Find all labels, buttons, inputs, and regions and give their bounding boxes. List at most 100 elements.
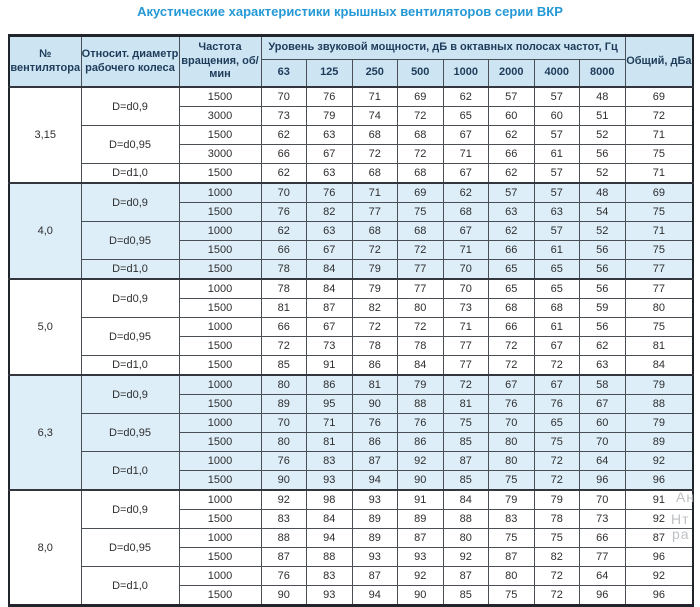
diameter-cell: D=d1,0	[80, 451, 180, 491]
header-diameter: Относит. диаметр рабочего колеса	[80, 35, 180, 88]
level-cell: 68	[397, 221, 444, 241]
level-cell: 57	[533, 182, 580, 203]
level-cell: 57	[533, 125, 580, 145]
table-row: 4,0 D=d0,9 1000 70 76 71 69 62 57 57 48 69	[8, 182, 694, 280]
level-cell: 76	[397, 413, 444, 433]
table-row: D=d0,95 1000 88 94 89 87 80 75 75 66 87	[9, 528, 694, 567]
level-cell: 56	[579, 144, 626, 164]
level-cell: 56	[579, 317, 626, 337]
level-cell: 72	[351, 144, 398, 164]
level-cell: 84	[442, 489, 489, 510]
level-cell: 89	[351, 528, 398, 548]
diameter-cell: D=d0,95	[80, 413, 180, 452]
level-cell: 78	[260, 278, 307, 299]
level-cell: 86	[397, 432, 444, 452]
level-cell: 93	[351, 547, 398, 567]
level-cell: 82	[351, 298, 398, 318]
level-cell: 87	[488, 547, 535, 567]
level-cell: 90	[397, 585, 444, 606]
total-cell: 75	[624, 240, 694, 260]
level-cell: 75	[533, 432, 580, 452]
level-cell: 66	[488, 144, 535, 164]
level-cell: 83	[306, 566, 353, 586]
level-cell: 76	[260, 566, 307, 586]
level-cell: 93	[351, 489, 398, 510]
speed-cell: 1000	[178, 317, 262, 337]
level-cell: 56	[579, 259, 626, 280]
level-cell: 67	[579, 394, 626, 414]
total-cell: 71	[624, 163, 694, 184]
speed-cell: 1000	[178, 278, 262, 299]
level-cell: 62	[442, 86, 489, 107]
level-cell: 86	[351, 432, 398, 452]
level-cell: 77	[351, 202, 398, 222]
header-total: Общий, дБа	[624, 35, 694, 88]
level-cell: 94	[351, 585, 398, 606]
level-cell: 81	[260, 298, 307, 318]
level-cell: 61	[533, 317, 580, 337]
level-cell: 63	[306, 221, 353, 241]
level-cell: 77	[442, 336, 489, 356]
level-cell: 80	[260, 374, 307, 395]
level-cell: 52	[579, 125, 626, 145]
total-cell: 96	[624, 585, 694, 606]
level-cell: 64	[579, 451, 626, 471]
level-cell: 69	[397, 182, 444, 203]
level-cell: 66	[260, 240, 307, 260]
level-cell: 77	[579, 547, 626, 567]
level-cell: 67	[306, 240, 353, 260]
level-cell: 95	[306, 394, 353, 414]
level-cell: 71	[442, 240, 489, 260]
level-cell: 72	[488, 355, 535, 376]
level-cell: 72	[260, 336, 307, 356]
level-cell: 79	[306, 106, 353, 126]
header-frequency-2000: 2000	[488, 59, 535, 88]
acoustic-characteristics-table: № вентилятора Относит. диаметр рабочего …	[8, 34, 695, 607]
diameter-cell: D=d0,95	[80, 528, 180, 567]
level-cell: 72	[397, 240, 444, 260]
level-cell: 78	[533, 509, 580, 529]
level-cell: 72	[397, 144, 444, 164]
level-cell: 63	[306, 163, 353, 184]
table-row: D=d0,95 1000 62 63 68 68 67 62 57 52 71	[9, 221, 694, 260]
diameter-cell: D=d1,0	[80, 163, 180, 184]
header-frequency-250: 250	[351, 59, 398, 88]
level-cell: 70	[488, 413, 535, 433]
level-cell: 81	[351, 374, 398, 395]
level-cell: 80	[397, 298, 444, 318]
level-cell: 72	[397, 106, 444, 126]
level-cell: 72	[533, 355, 580, 376]
level-cell: 66	[260, 144, 307, 164]
total-cell: 77	[624, 259, 694, 280]
level-cell: 67	[442, 125, 489, 145]
level-cell: 57	[533, 86, 580, 107]
level-cell: 71	[351, 86, 398, 107]
level-cell: 84	[306, 278, 353, 299]
speed-cell: 1500	[178, 547, 262, 567]
diameter-cell: D=d0,95	[80, 221, 180, 260]
level-cell: 90	[260, 470, 307, 491]
level-cell: 61	[533, 240, 580, 260]
level-cell: 82	[533, 547, 580, 567]
total-cell: 87	[624, 528, 694, 548]
level-cell: 57	[533, 163, 580, 184]
header-speed: Частота вращения, об/мин	[178, 35, 262, 88]
table-row: D=d0,95 1000 70 71 76 76 75 70 65 60 79	[9, 413, 694, 452]
total-cell: 69	[624, 86, 694, 107]
level-cell: 67	[533, 374, 580, 395]
level-cell: 75	[397, 202, 444, 222]
speed-cell: 1000	[178, 489, 262, 510]
level-cell: 65	[488, 259, 535, 280]
level-cell: 96	[579, 585, 626, 606]
level-cell: 83	[306, 451, 353, 471]
header-frequency-63: 63	[260, 59, 307, 88]
level-cell: 60	[488, 106, 535, 126]
level-cell: 75	[488, 528, 535, 548]
level-cell: 88	[442, 509, 489, 529]
speed-cell: 1000	[178, 566, 262, 586]
table-row: 6,3 D=d0,9 1000 80 86 81 79 72 67 67 58 79	[8, 374, 694, 491]
level-cell: 63	[579, 355, 626, 376]
level-cell: 75	[488, 470, 535, 491]
level-cell: 87	[442, 451, 489, 471]
table-row: D=d0,95 1000 66 67 72 72 71 66 61 56 75	[9, 317, 694, 356]
